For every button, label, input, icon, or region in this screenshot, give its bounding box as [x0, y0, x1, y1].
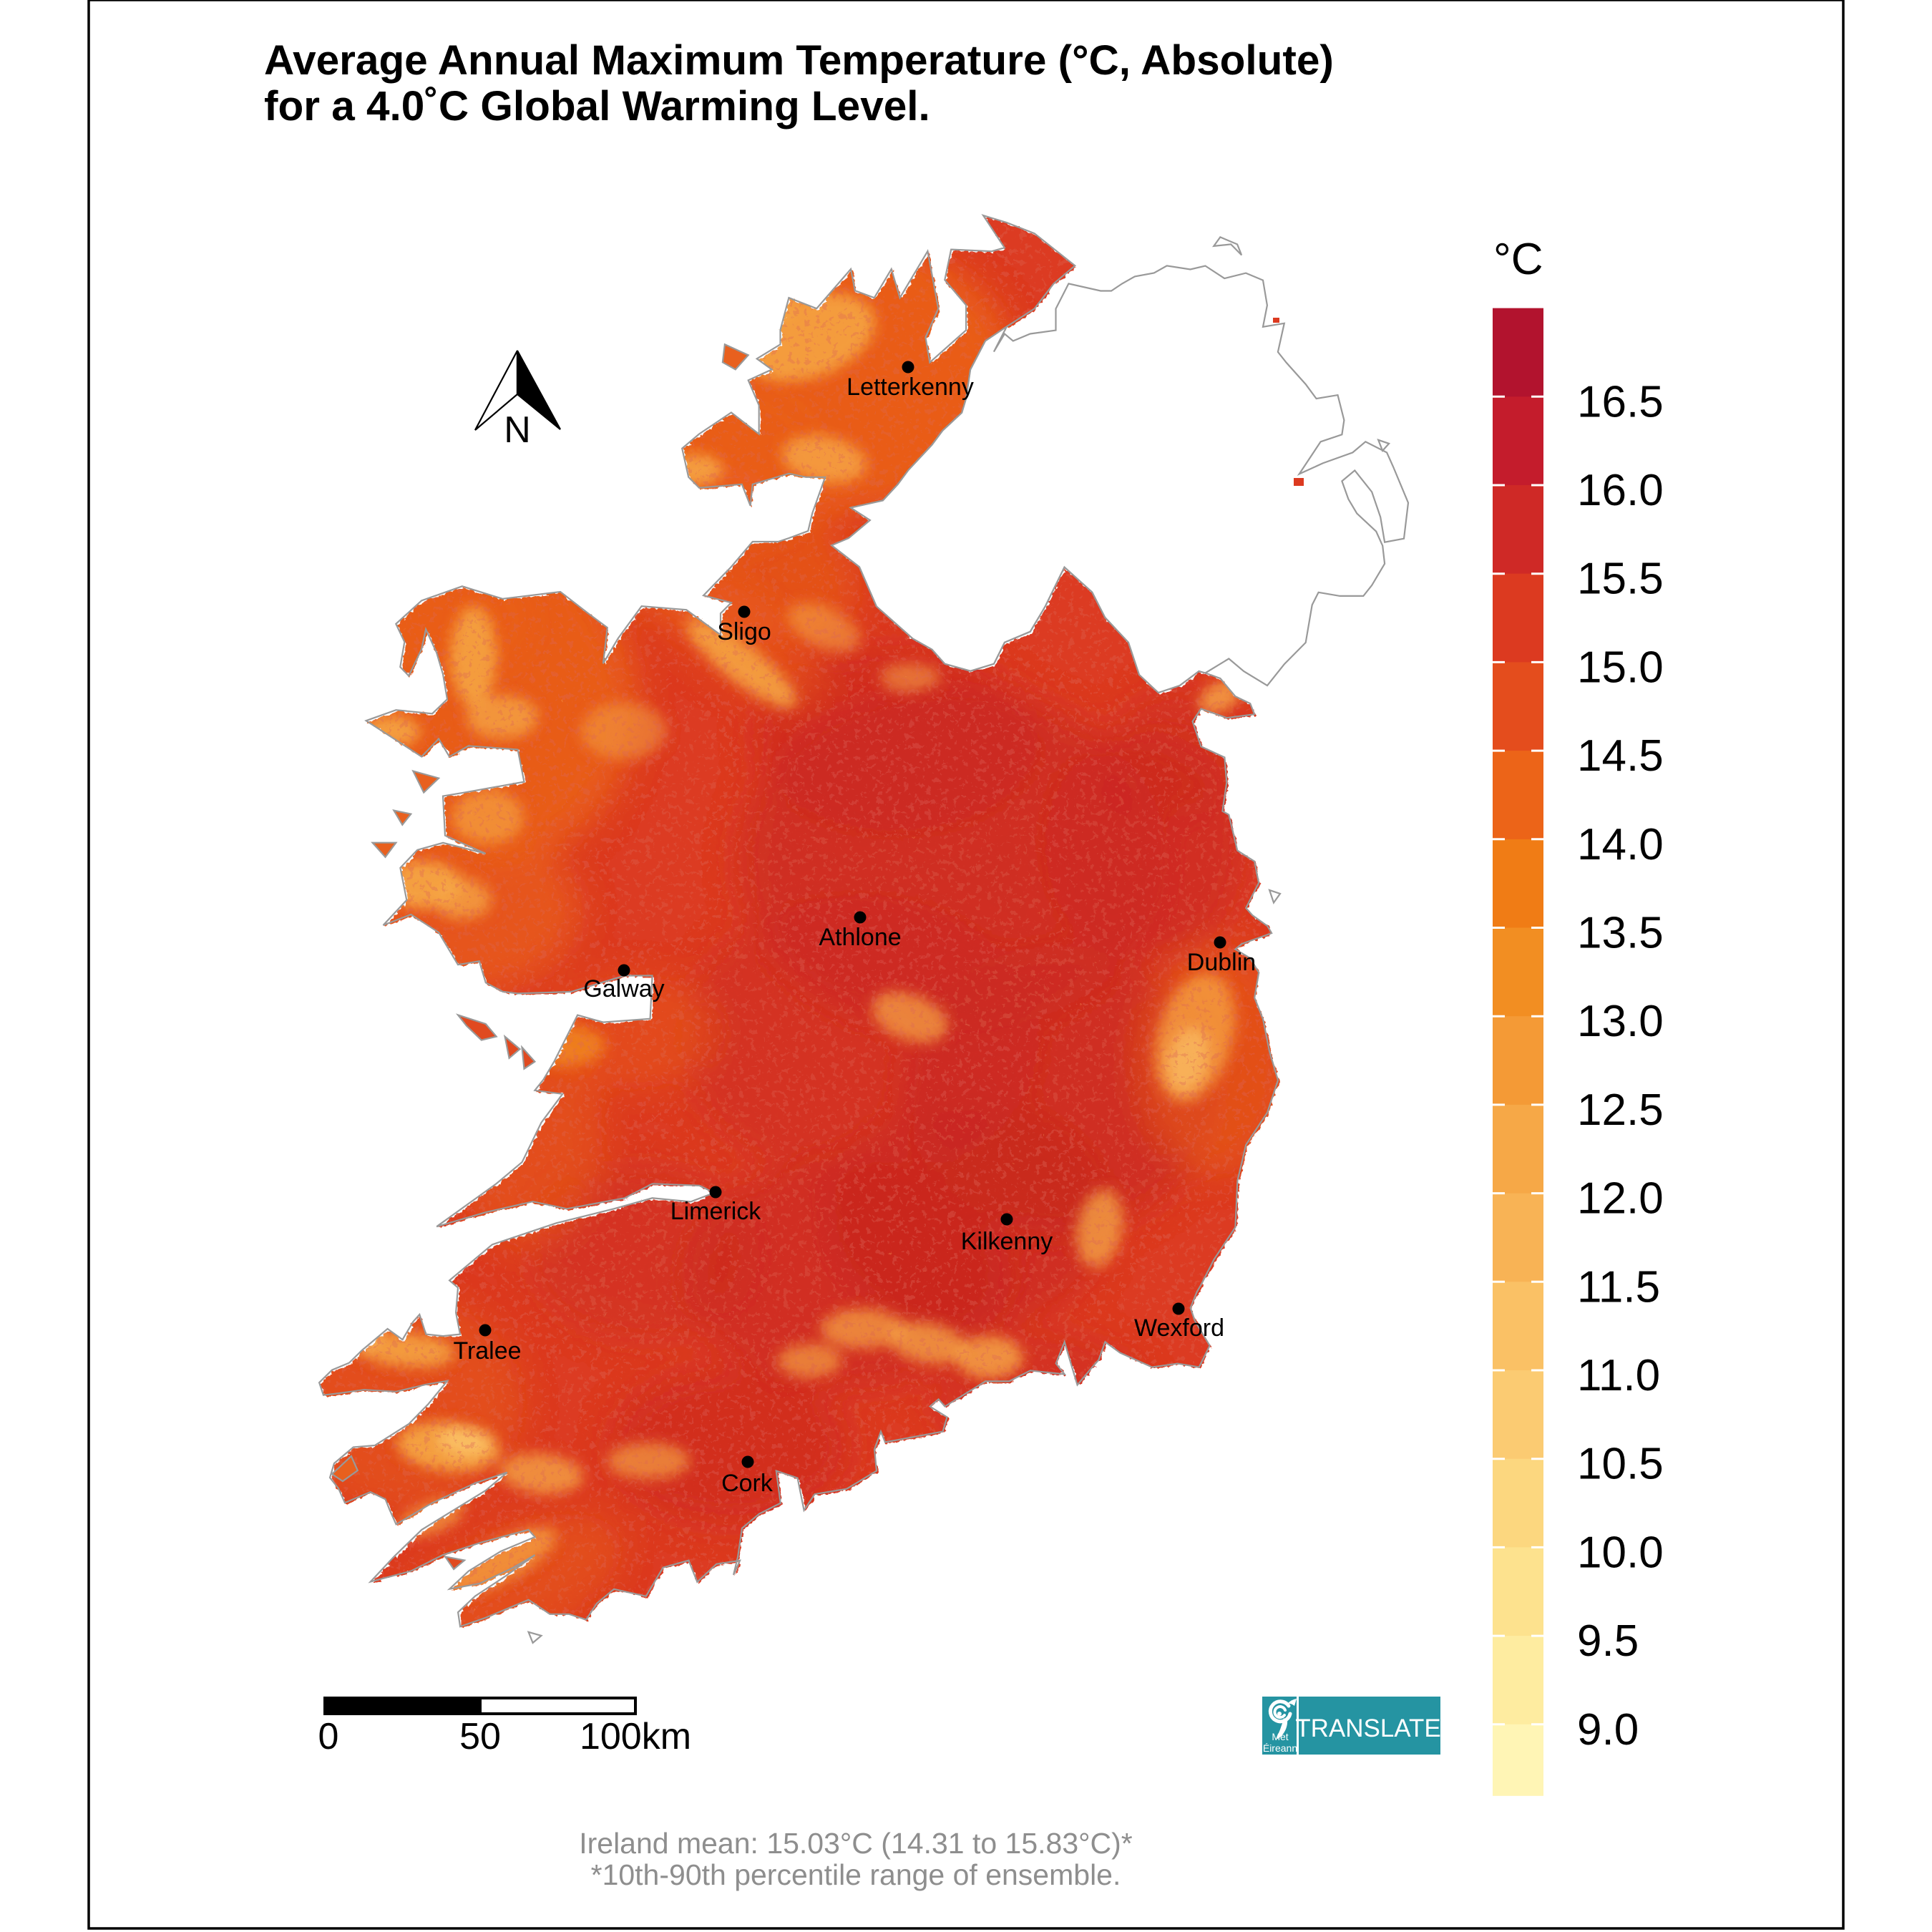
- svg-text:10.5: 10.5: [1577, 1440, 1664, 1489]
- svg-text:15.5: 15.5: [1577, 555, 1664, 604]
- svg-text:12.5: 12.5: [1577, 1085, 1664, 1135]
- svg-text:Kilkenny: Kilkenny: [961, 1228, 1053, 1255]
- svg-text:13.0: 13.0: [1577, 997, 1664, 1046]
- svg-text:Cork: Cork: [721, 1470, 774, 1497]
- svg-text:11.0: 11.0: [1577, 1351, 1660, 1400]
- svg-text:Letterkenny: Letterkenny: [847, 374, 974, 401]
- svg-text:50: 50: [459, 1716, 501, 1757]
- svg-text:14.5: 14.5: [1577, 731, 1664, 781]
- svg-text:TRANSLATE: TRANSLATE: [1295, 1714, 1441, 1742]
- svg-text:14.0: 14.0: [1577, 820, 1664, 869]
- svg-text:N: N: [504, 409, 531, 451]
- svg-text:Tralee: Tralee: [453, 1337, 521, 1365]
- svg-text:Limerick: Limerick: [670, 1198, 762, 1225]
- svg-text:0: 0: [318, 1716, 339, 1757]
- svg-text:Dublin: Dublin: [1187, 949, 1256, 976]
- svg-text:Met: Met: [1272, 1731, 1288, 1742]
- svg-text:*10th-90th percentile range of: *10th-90th percentile range of ensemble.: [591, 1858, 1121, 1891]
- svg-text:for a 4.0˚C Global Warming Lev: for a 4.0˚C Global Warming Level.: [264, 83, 930, 130]
- svg-text:Éireann: Éireann: [1263, 1742, 1297, 1754]
- svg-text:Wexford: Wexford: [1134, 1314, 1224, 1342]
- svg-text:Ireland mean: 15.03°C (14.31 t: Ireland mean: 15.03°C (14.31 to 15.83°C)…: [579, 1827, 1133, 1860]
- svg-text:9.0: 9.0: [1577, 1705, 1639, 1755]
- svg-text:12.0: 12.0: [1577, 1174, 1664, 1224]
- svg-text:Sligo: Sligo: [717, 618, 771, 645]
- svg-text:°C: °C: [1493, 235, 1543, 284]
- svg-text:9.5: 9.5: [1577, 1616, 1639, 1666]
- svg-text:Athlone: Athlone: [819, 924, 901, 951]
- svg-text:16.5: 16.5: [1577, 377, 1664, 426]
- svg-text:15.0: 15.0: [1577, 643, 1664, 692]
- svg-text:13.5: 13.5: [1577, 909, 1664, 958]
- svg-text:Average Annual Maximum Tempera: Average Annual Maximum Temperature (°C, …: [264, 37, 1334, 84]
- svg-text:16.0: 16.0: [1577, 466, 1664, 515]
- svg-text:10.0: 10.0: [1577, 1528, 1664, 1577]
- svg-text:11.5: 11.5: [1577, 1262, 1660, 1312]
- svg-text:100km: 100km: [580, 1716, 691, 1757]
- svg-text:Galway: Galway: [583, 975, 664, 1002]
